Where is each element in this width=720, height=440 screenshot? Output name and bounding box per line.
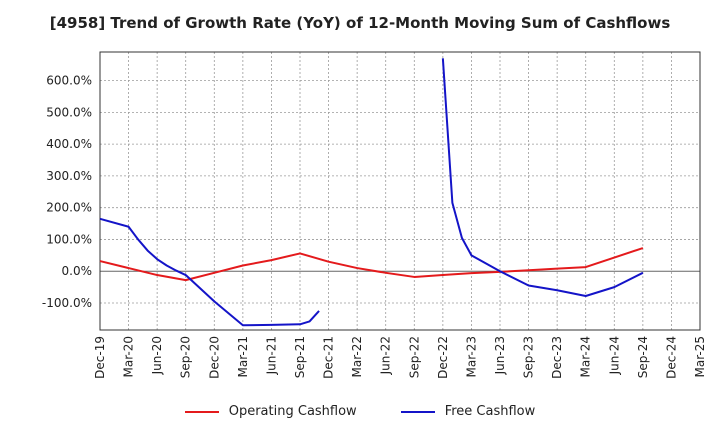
x-tick-label: Mar-24	[579, 336, 593, 377]
y-tick-label: 100.0%	[46, 232, 92, 246]
x-tick-label: Jun-20	[150, 336, 164, 375]
legend: Operating Cashflow Free Cashflow	[0, 404, 720, 419]
x-tick-label: Jun-24	[607, 336, 621, 375]
x-tick-label: Dec-22	[436, 336, 450, 379]
x-tick-label: Sep-21	[293, 336, 307, 378]
legend-swatch-free	[400, 410, 435, 413]
plot-frame	[99, 51, 701, 331]
legend-item-free-cashflow: Free Cashflow	[400, 404, 536, 419]
x-tick-label: Mar-20	[122, 336, 136, 377]
legend-label-free: Free Cashflow	[444, 404, 536, 419]
x-tick-label: Sep-24	[636, 336, 650, 378]
x-tick-label: Jun-22	[379, 336, 393, 375]
x-tick-label: Sep-22	[407, 336, 421, 378]
plot-area	[100, 52, 700, 330]
x-tick-label: Sep-23	[522, 336, 536, 378]
y-tick-label: 300.0%	[46, 169, 92, 183]
y-tick-label: 200.0%	[46, 201, 92, 215]
legend-item-operating-cashflow: Operating Cashflow	[184, 404, 357, 419]
x-tick-label: Mar-21	[236, 336, 250, 377]
y-tick-label: -100.0%	[42, 296, 92, 310]
free-cashflow-line	[441, 58, 644, 297]
y-tick-label: 500.0%	[46, 105, 92, 119]
x-tick-label: Dec-21	[322, 336, 336, 379]
y-tick-label: 0.0%	[62, 264, 93, 278]
x-tick-label: Dec-23	[550, 336, 564, 379]
x-tick-label: Jun-21	[264, 336, 278, 375]
legend-label-operating: Operating Cashflow	[228, 404, 357, 419]
legend-swatch-operating	[184, 410, 219, 413]
x-tick-label: Mar-25	[693, 336, 707, 377]
x-tick-label: Dec-20	[207, 336, 221, 379]
x-tick-label: Mar-22	[350, 336, 364, 377]
y-tick-label: 400.0%	[46, 137, 92, 151]
x-tick-label: Jun-23	[493, 336, 507, 375]
chart-title: [4958] Trend of Growth Rate (YoY) of 12-…	[49, 14, 671, 32]
free-cashflow-line	[99, 217, 320, 327]
x-tick-label: Dec-19	[93, 336, 107, 379]
y-tick-label: 600.0%	[46, 74, 92, 88]
x-tick-label: Sep-20	[179, 336, 193, 378]
x-tick-label: Dec-24	[664, 336, 678, 379]
x-tick-label: Mar-23	[464, 336, 478, 377]
